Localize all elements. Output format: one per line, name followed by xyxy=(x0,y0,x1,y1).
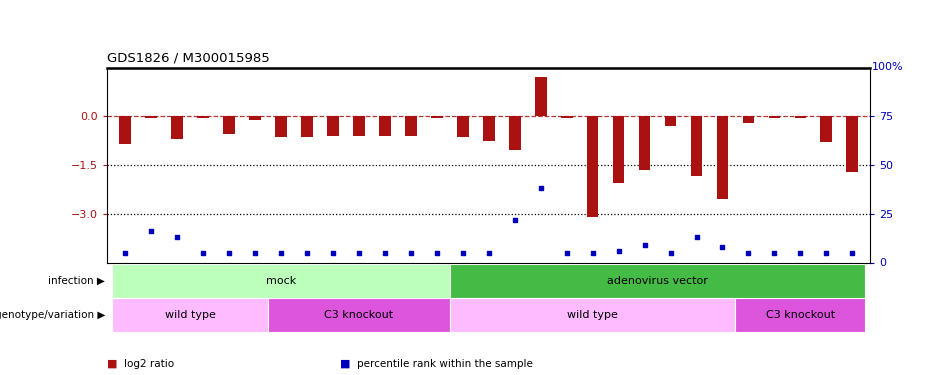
Point xyxy=(143,228,158,234)
Bar xyxy=(113,298,268,332)
Text: mock: mock xyxy=(266,276,296,286)
Point xyxy=(533,185,548,191)
Text: adenovirus vector: adenovirus vector xyxy=(607,276,708,286)
Bar xyxy=(613,116,625,183)
Point xyxy=(455,250,470,256)
Bar xyxy=(276,116,287,137)
Bar xyxy=(450,298,735,332)
Text: 100%: 100% xyxy=(872,63,904,72)
Point xyxy=(300,250,315,256)
Point xyxy=(352,250,367,256)
Text: wild type: wild type xyxy=(165,310,216,320)
Bar xyxy=(743,116,754,123)
Bar xyxy=(769,116,780,118)
Bar xyxy=(405,116,417,136)
Point xyxy=(429,250,444,256)
Point xyxy=(637,242,652,248)
Bar xyxy=(691,116,702,176)
Text: wild type: wild type xyxy=(567,310,618,320)
Text: infection ▶: infection ▶ xyxy=(48,276,105,286)
Text: log2 ratio: log2 ratio xyxy=(124,359,174,369)
Point xyxy=(274,250,289,256)
Bar xyxy=(113,264,450,298)
Point xyxy=(248,250,263,256)
Point xyxy=(663,250,678,256)
Point xyxy=(586,250,600,256)
Point xyxy=(196,250,210,256)
Bar xyxy=(450,264,865,298)
Text: percentile rank within the sample: percentile rank within the sample xyxy=(357,359,533,369)
Bar xyxy=(535,77,546,116)
Bar xyxy=(587,116,599,217)
Text: GDS1826 / M300015985: GDS1826 / M300015985 xyxy=(107,52,270,65)
Bar xyxy=(197,116,209,118)
Bar xyxy=(509,116,520,150)
Bar xyxy=(717,116,728,199)
Bar xyxy=(171,116,183,139)
Point xyxy=(118,250,133,256)
Bar xyxy=(379,116,391,136)
Point xyxy=(844,250,859,256)
Point xyxy=(689,234,704,240)
Bar xyxy=(735,298,865,332)
Bar xyxy=(560,116,573,118)
Point xyxy=(377,250,392,256)
Bar xyxy=(665,116,677,126)
Text: ■: ■ xyxy=(107,359,117,369)
Bar xyxy=(353,116,365,136)
Bar xyxy=(250,116,261,120)
Point xyxy=(403,250,418,256)
Bar xyxy=(301,116,313,137)
Text: C3 knockout: C3 knockout xyxy=(766,310,835,320)
Bar xyxy=(327,116,339,136)
Text: C3 knockout: C3 knockout xyxy=(324,310,394,320)
Bar xyxy=(794,116,806,118)
Point xyxy=(611,248,626,254)
Bar xyxy=(846,116,858,171)
Point xyxy=(741,250,756,256)
Bar xyxy=(431,116,442,118)
Bar xyxy=(119,116,131,144)
Point xyxy=(819,250,834,256)
Text: ■: ■ xyxy=(340,359,350,369)
Bar xyxy=(145,116,157,118)
Bar xyxy=(457,116,468,137)
Text: genotype/variation ▶: genotype/variation ▶ xyxy=(0,310,105,320)
Point xyxy=(481,250,496,256)
Point xyxy=(507,217,522,223)
Point xyxy=(222,250,236,256)
Point xyxy=(560,250,574,256)
Point xyxy=(793,250,808,256)
Bar xyxy=(223,116,235,134)
Point xyxy=(715,244,730,250)
Point xyxy=(326,250,341,256)
Bar xyxy=(483,116,494,141)
Bar xyxy=(268,298,450,332)
Bar xyxy=(639,116,651,170)
Point xyxy=(767,250,782,256)
Bar xyxy=(820,116,832,142)
Point xyxy=(169,234,184,240)
